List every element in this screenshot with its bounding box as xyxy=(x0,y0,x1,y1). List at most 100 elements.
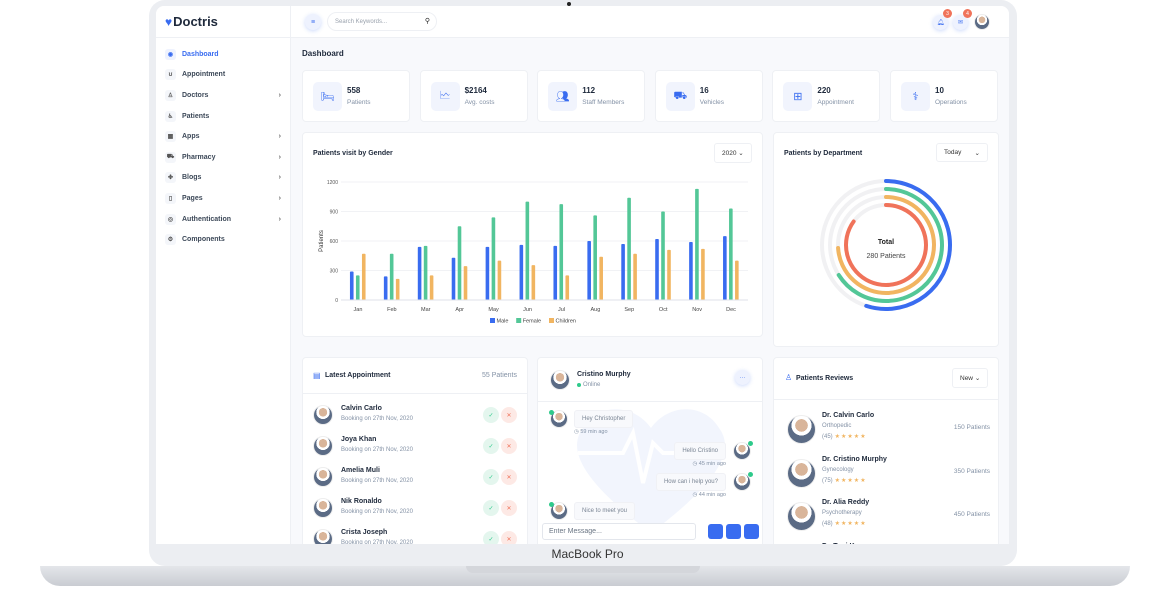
radial-bar-3[interactable] xyxy=(836,195,936,295)
bar-female-feb[interactable] xyxy=(389,253,394,300)
accept-button[interactable]: ✓ xyxy=(483,438,499,454)
message-input[interactable]: Enter Message... xyxy=(542,523,696,540)
send-button[interactable] xyxy=(744,524,759,539)
patient-count: 450 Patients xyxy=(953,511,990,518)
stat-card-vehicles[interactable]: ⛟ 16 Vehicles xyxy=(654,70,763,122)
review-item[interactable]: Dr. Alia Reddy Psychotherapy (48) ★★★★★ 450 … xyxy=(784,497,990,537)
logo[interactable]: ♥ Doctris xyxy=(156,6,290,38)
period-dropdown[interactable]: Today ⌄ xyxy=(936,143,988,162)
stat-card-patients[interactable]: 🛏︎ 558 Patients xyxy=(302,70,410,122)
bar-male-apr[interactable] xyxy=(451,257,456,300)
bar-female-sep[interactable] xyxy=(627,197,631,300)
blog-icon: ✤ xyxy=(165,172,176,184)
bar-male-jan[interactable] xyxy=(349,271,354,300)
radial-bar-4[interactable] xyxy=(844,203,928,287)
bar-male-jul[interactable] xyxy=(553,245,558,300)
bar-male-mar[interactable] xyxy=(417,246,422,300)
reject-button[interactable]: ✕ xyxy=(501,469,517,485)
bar-male-oct[interactable] xyxy=(655,239,659,300)
review-item[interactable]: Dr. Calvin Carlo Orthopedic (45) ★★★★★ 150 P… xyxy=(784,410,990,450)
booking-date: Booking on 27th Nov, 2020 xyxy=(341,540,413,544)
reject-button[interactable]: ✕ xyxy=(501,531,517,544)
reviews-filter-dropdown[interactable]: New ⌄ xyxy=(952,368,989,388)
radial-bar-1[interactable] xyxy=(864,179,952,311)
bar-male-sep[interactable] xyxy=(621,243,625,300)
bar-children-dec[interactable] xyxy=(735,260,739,300)
bar-female-aug[interactable] xyxy=(593,215,597,300)
bar-female-jul[interactable] xyxy=(559,204,564,300)
bar-male-aug[interactable] xyxy=(587,241,591,300)
sidebar-item-patients[interactable]: ♿︎ Patients xyxy=(156,106,290,127)
year-dropdown[interactable]: 2020 ⌄ xyxy=(714,143,752,163)
bar-children-aug[interactable] xyxy=(599,256,603,300)
bar-female-mar[interactable] xyxy=(423,245,428,300)
bar-children-oct[interactable] xyxy=(667,249,671,300)
bar-children-nov[interactable] xyxy=(701,248,705,300)
sidebar-item-doctors[interactable]: ♙ Doctors › xyxy=(156,85,290,106)
search-icon[interactable]: ⚲ xyxy=(424,18,430,25)
bar-children-apr[interactable] xyxy=(463,266,468,300)
bar-male-feb[interactable] xyxy=(383,276,388,300)
bar-male-nov[interactable] xyxy=(689,241,693,300)
sidebar-item-dashboard[interactable]: ◉ Dashboard xyxy=(156,44,290,65)
reject-button[interactable]: ✕ xyxy=(501,500,517,516)
chat-more-button[interactable]: ··· xyxy=(735,370,750,385)
y-tick-label: 1200 xyxy=(327,180,338,186)
sidebar-item-blogs[interactable]: ✤ Blogs › xyxy=(156,168,290,189)
accept-button[interactable]: ✓ xyxy=(483,407,499,423)
bar-female-may[interactable] xyxy=(491,217,496,300)
bar-children-jan[interactable] xyxy=(361,253,366,300)
bar-children-jun[interactable] xyxy=(531,265,536,300)
radial-bar-2[interactable] xyxy=(836,187,944,303)
bar-children-sep[interactable] xyxy=(633,253,637,300)
mail-button[interactable]: ✉ 4 xyxy=(953,9,972,30)
stat-card-appointment[interactable]: ⊞ 220 Appointment xyxy=(772,70,881,122)
stat-card-staff-members[interactable]: 👥︎ 112 Staff Members xyxy=(537,70,646,122)
accept-button[interactable]: ✓ xyxy=(483,469,499,485)
patient-count: 350 Patients xyxy=(953,467,990,475)
bar-male-may[interactable] xyxy=(485,246,490,300)
sidebar-item-components[interactable]: ⚙ Components xyxy=(156,229,290,250)
menu-toggle-button[interactable]: ≡ xyxy=(305,14,321,30)
user-avatar[interactable] xyxy=(974,14,990,30)
stat-card-operations[interactable]: ⚕ 10 Operations xyxy=(890,70,998,122)
attach-button[interactable] xyxy=(708,524,723,539)
sidebar-item-pages[interactable]: ▯ Pages › xyxy=(156,188,290,209)
bar-female-dec[interactable] xyxy=(729,208,733,300)
sidebar-item-pharmacy[interactable]: ⛟ Pharmacy › xyxy=(156,147,290,168)
reviews-filter-value: New xyxy=(960,375,974,382)
bar-female-nov[interactable] xyxy=(695,188,699,300)
patient-avatar xyxy=(313,436,333,456)
sidebar-item-appointment[interactable]: ʊ Appointment xyxy=(156,65,290,86)
sidebar-item-authentication[interactable]: ◎ Authentication › xyxy=(156,209,290,230)
review-item[interactable]: Dr. Toni Kover xyxy=(784,541,990,545)
bar-female-jun[interactable] xyxy=(525,201,530,300)
chevron-right-icon: › xyxy=(278,215,281,223)
accept-button[interactable]: ✓ xyxy=(483,531,499,544)
message-time: ◷ 45 min ago xyxy=(692,461,726,467)
bar-children-mar[interactable] xyxy=(429,275,434,300)
bar-male-jun[interactable] xyxy=(519,244,524,300)
bar-male-dec[interactable] xyxy=(723,236,727,300)
bar-female-apr[interactable] xyxy=(457,226,462,300)
booking-date: Booking on 27th Nov, 2020 xyxy=(341,509,413,515)
chevron-down-icon: ⌄ xyxy=(974,150,980,157)
emoji-button[interactable] xyxy=(726,524,741,539)
bar-children-may[interactable] xyxy=(497,260,502,300)
bar-female-jan[interactable] xyxy=(355,275,360,300)
bar-children-feb[interactable] xyxy=(395,278,400,300)
stat-card-avg-costs[interactable]: 🗠 $2164 Avg. costs xyxy=(419,70,528,122)
accept-button[interactable]: ✓ xyxy=(483,500,499,516)
bar-female-oct[interactable] xyxy=(661,211,665,301)
sidebar-item-apps[interactable]: ▦ Apps › xyxy=(156,126,290,147)
reject-button[interactable]: ✕ xyxy=(501,407,517,423)
reject-button[interactable]: ✕ xyxy=(501,438,517,454)
review-item[interactable]: Dr. Cristino Murphy Gynecology (75) ★★★★★ 35… xyxy=(784,454,990,494)
sidebar-item-label: Blogs xyxy=(182,174,202,182)
stat-label: Staff Members xyxy=(582,99,625,106)
appointment-item: Joya Khan Booking on 27th Nov, 2020 ✓ ✕ xyxy=(313,433,517,463)
users-icon: 👥︎ xyxy=(548,82,578,111)
notification-button[interactable]: 🔔︎ 3 xyxy=(933,9,952,30)
search-input[interactable]: Search Keywords... ⚲ xyxy=(327,12,437,31)
bar-children-jul[interactable] xyxy=(565,275,570,300)
